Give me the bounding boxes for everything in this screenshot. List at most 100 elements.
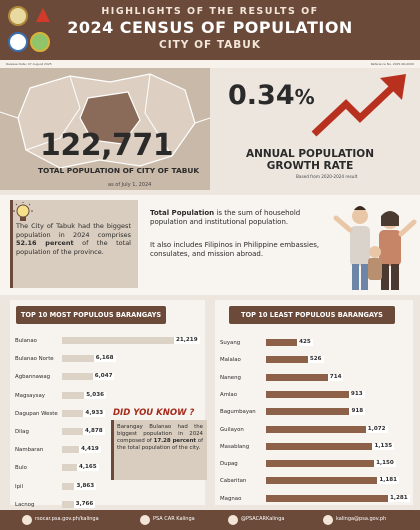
least-populous-label: Amlao — [220, 391, 238, 398]
most-populous-label: Ipil — [15, 483, 24, 490]
most-populous-value: 4,419 — [79, 446, 101, 454]
definition-text1: is the sum of household population and i… — [150, 209, 301, 227]
map-panel — [0, 68, 210, 190]
most-populous-label: Agbannawag — [15, 374, 51, 381]
dyk-post: of the total population of the city. — [117, 438, 203, 451]
total-population-caption: TOTAL POPULATION OF CITY OF TABUK — [38, 166, 200, 175]
least-populous-bar — [266, 477, 392, 485]
footer-website[interactable]: rsocar.psa.gov.ph/kalinga — [35, 516, 99, 522]
least-populous-label: Masablang — [220, 443, 250, 450]
least-populous-value: 425 — [297, 339, 313, 346]
least-populous-panel — [215, 300, 413, 505]
twitter-x-icon — [228, 515, 238, 525]
province-map-icon — [0, 73, 210, 169]
least-populous-value: 1,135 — [372, 442, 395, 450]
most-populous-value: 4,933 — [83, 409, 106, 417]
most-populous-label: Dagupan Weste — [15, 410, 58, 417]
most-populous-label: Nambaran — [15, 447, 44, 454]
highlight-box — [10, 200, 138, 288]
population-as-of: as of July 1, 2024 — [108, 182, 152, 188]
least-populous-bar — [266, 460, 389, 468]
most-populous-title: TOP 10 MOST POPULOUS BARANGAYS — [16, 306, 166, 324]
least-populous-label: Naneng — [220, 374, 241, 381]
most-populous-value: 4,165 — [76, 464, 99, 472]
definition-paragraph1: Total Population is the sum of household… — [150, 209, 328, 228]
footer-facebook[interactable]: PSA CAR Kalinga — [153, 516, 195, 522]
city-share-post: of the total population of the province. — [16, 239, 131, 256]
most-populous-label: Magsaysay — [15, 392, 45, 399]
family-illustration-icon — [333, 206, 417, 290]
least-populous-bar — [266, 390, 363, 398]
least-populous-label: Suyang — [220, 340, 241, 346]
least-populous-label: Bagumbayan — [220, 409, 256, 416]
lightbulb-icon — [13, 202, 33, 221]
most-populous-label: Lacnog — [15, 501, 35, 508]
growth-caption-line1: ANNUAL POPULATION — [245, 148, 374, 160]
definition-paragraph2: It also includes Filipinos in Philippine… — [150, 241, 320, 259]
most-populous-label: Bulanao — [15, 338, 37, 344]
did-you-know-title: DID YOU KNOW ? — [113, 408, 195, 418]
growth-note: Based from 2020-2024 result — [296, 174, 358, 179]
growth-rate-number: 0.34 — [228, 80, 295, 111]
psa-logo-icon — [8, 32, 28, 52]
most-populous-label: Bulanao Norte — [15, 356, 54, 363]
dyk-pre: Barangay Bulanao had the biggest populat… — [117, 424, 203, 444]
footer-email[interactable]: kalinga@psa.gov.ph — [336, 516, 387, 522]
most-populous-value: 4,878 — [82, 428, 105, 435]
globe-icon — [22, 515, 32, 525]
most-populous-value: 3,863 — [74, 482, 97, 490]
dyk-percent: 17.28 percent — [153, 438, 197, 444]
most-populous-bar — [62, 391, 105, 399]
least-populous-bar — [266, 339, 312, 346]
definition-term: Total Population — [150, 209, 215, 217]
least-populous-bar — [266, 408, 364, 416]
most-populous-value: 5,036 — [84, 391, 106, 399]
email-icon — [323, 515, 333, 525]
most-populous-bar — [62, 373, 113, 381]
least-populous-label: Cabaritan — [220, 478, 247, 485]
least-populous-bar — [266, 442, 387, 450]
footer: rsocar.psa.gov.ph/kalinga PSA CAR Kaling… — [0, 510, 420, 530]
least-populous-title: TOP 10 LEAST POPULOUS BARANGAYS — [229, 306, 395, 324]
footer-twitter[interactable]: @PSACARKalinga — [241, 516, 285, 522]
header-banner: HIGHLIGHTS OF THE RESULTS OF 2024 CENSUS… — [0, 0, 420, 60]
most-populous-value: 3,766 — [73, 500, 96, 508]
header-city: CITY OF TABUK — [159, 39, 261, 51]
most-populous-value: 21,219 — [174, 337, 200, 344]
city-share-percent: 52.16 percent — [16, 239, 74, 248]
least-populous-bar — [266, 425, 380, 433]
kalinga-seal-icon — [30, 32, 50, 52]
least-populous-label: Dupag — [220, 461, 238, 468]
growth-rate-value: 0.34% — [228, 80, 315, 111]
release-strip: Release Date: 07 August 2025 Reference N… — [0, 60, 420, 68]
total-population-value: 122,771 — [40, 128, 174, 163]
growth-caption-line2: GROWTH RATE — [266, 160, 354, 172]
census-flag-icon — [36, 8, 50, 22]
least-populous-label: Guilayon — [220, 426, 244, 433]
least-populous-value: 1,281 — [388, 494, 410, 502]
did-you-know-text: Barangay Bulanao had the biggest populat… — [117, 424, 203, 452]
least-populous-value: 1,150 — [374, 460, 396, 468]
did-you-know-box — [111, 420, 207, 480]
city-share-pre: The City of Tabuk had the biggest popula… — [16, 222, 131, 239]
most-populous-bar — [62, 355, 114, 363]
most-populous-label: Bulo — [15, 465, 27, 472]
least-populous-value: 913 — [348, 390, 365, 398]
reference-number: Reference No. 2025-SR-0000 — [370, 62, 414, 66]
growth-arrow-icon — [311, 74, 406, 137]
growth-rate-unit: % — [294, 85, 315, 109]
least-populous-bar — [266, 373, 342, 381]
most-populous-bar — [62, 409, 104, 417]
release-date: Release Date: 07 August 2025 — [6, 62, 52, 66]
philippine-seal-icon — [8, 6, 28, 26]
city-share-note: The City of Tabuk had the biggest popula… — [16, 222, 131, 256]
least-populous-value: 714 — [327, 373, 344, 381]
most-populous-label: Dilag — [15, 429, 29, 435]
least-populous-value: 1,181 — [377, 477, 400, 485]
most-populous-value: 6,047 — [92, 373, 115, 381]
header-title: 2024 CENSUS OF POPULATION — [67, 18, 353, 37]
least-populous-label: Malalao — [220, 357, 241, 364]
most-populous-value: 6,168 — [93, 355, 116, 363]
least-populous-value: 918 — [349, 408, 366, 416]
most-populous-bar — [62, 428, 103, 435]
